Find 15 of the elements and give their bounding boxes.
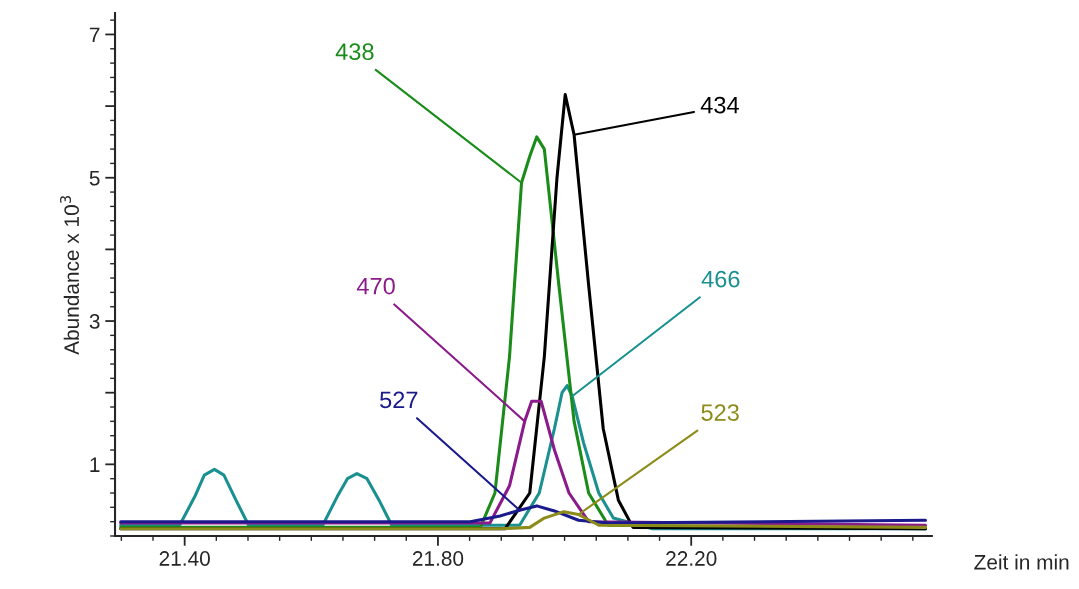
- x-tick-label: 21.80: [412, 551, 464, 566]
- y-tick-label: 1: [90, 457, 100, 472]
- text: 438: [335, 43, 374, 61]
- x-tick-label: 21.40: [159, 551, 210, 566]
- text: 470: [356, 277, 395, 295]
- y-tick-label: 3: [89, 314, 100, 329]
- y-tick-label: 5: [89, 170, 100, 186]
- text: 434: [700, 96, 739, 114]
- y-tick-label: 7: [89, 27, 100, 42]
- text: 523: [701, 404, 739, 421]
- x-tick-label: 22.20: [666, 551, 717, 566]
- y-axis-title: Abundance x 10$^{3}$: [60, 196, 80, 355]
- x-axis-title: Zeit in min: [974, 554, 1069, 570]
- text: 527: [380, 391, 418, 409]
- text: 466: [701, 270, 740, 288]
